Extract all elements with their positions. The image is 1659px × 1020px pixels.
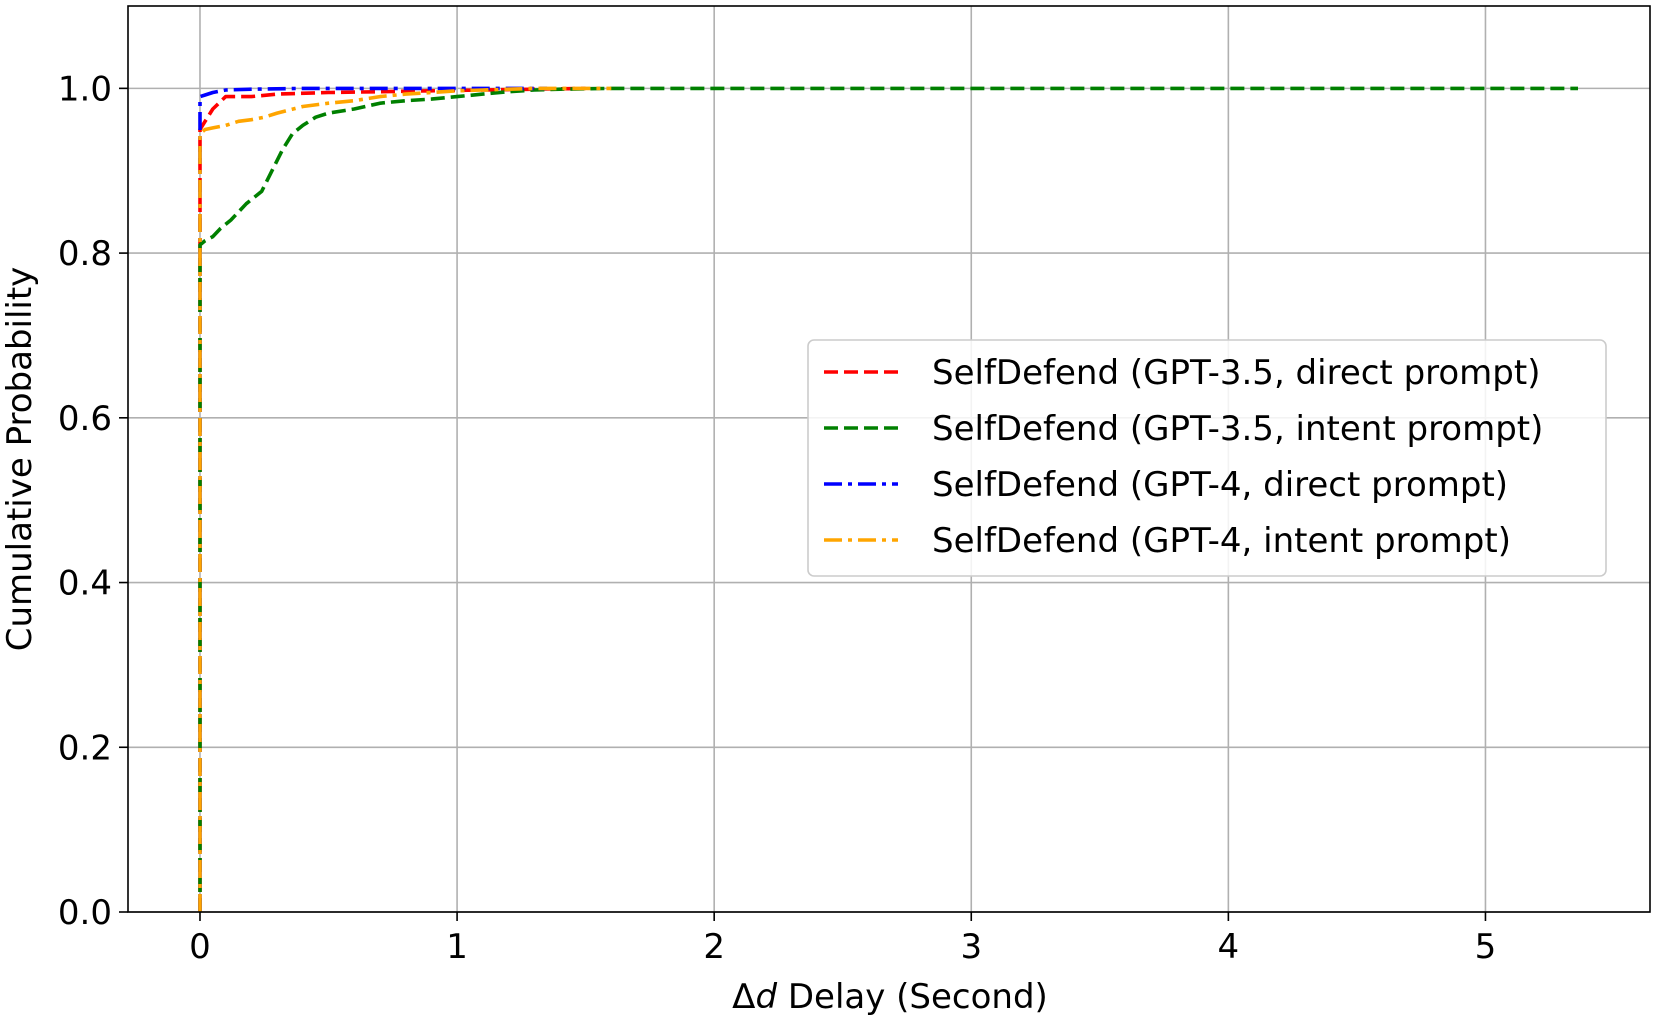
series-lines xyxy=(198,86,1578,912)
plot-frame xyxy=(127,5,1651,913)
x-axis-label-delta: Δ xyxy=(732,977,755,1017)
y-tick-label: 0.2 xyxy=(58,728,112,768)
x-tick-label: 1 xyxy=(446,927,468,967)
y-tick-label: 0.0 xyxy=(58,893,112,933)
x-tick-label: 4 xyxy=(1218,927,1240,967)
x-tick-label: 2 xyxy=(703,927,725,967)
y-tick-label: 0.8 xyxy=(58,234,112,274)
x-ticks: 0 1 2 3 4 5 xyxy=(189,912,1496,967)
y-tick-label: 0.6 xyxy=(58,399,112,439)
y-tick-label: 0.4 xyxy=(58,564,112,604)
y-tick-label: 1.0 xyxy=(58,69,112,109)
x-tick-label: 5 xyxy=(1475,927,1497,967)
x-tick-label: 3 xyxy=(960,927,982,967)
x-axis-label-var: d xyxy=(755,977,777,1017)
legend-box xyxy=(807,339,1607,577)
series-line-3 xyxy=(198,86,548,912)
series-line-2 xyxy=(198,86,1578,912)
legend: SelfDefend (GPT-3.5, direct prompt) SelfD… xyxy=(807,339,1607,577)
x-axis-label: Δd Delay (Second) xyxy=(732,977,1048,1017)
x-tick-label: 0 xyxy=(189,927,211,967)
series-line-1 xyxy=(198,86,586,912)
legend-label-4: SelfDefend (GPT-4, intent prompt) xyxy=(932,521,1511,561)
x-axis-label-suffix: Delay (Second) xyxy=(777,977,1048,1017)
legend-label-2: SelfDefend (GPT-3.5, intent prompt) xyxy=(932,409,1543,449)
y-ticks: 0.0 0.2 0.4 0.6 0.8 1.0 xyxy=(58,69,128,933)
legend-label-3: SelfDefend (GPT-4, direct prompt) xyxy=(932,465,1508,505)
series-line-4 xyxy=(198,86,612,912)
legend-label-1: SelfDefend (GPT-3.5, direct prompt) xyxy=(932,353,1540,393)
y-axis-label: Cumulative Probability xyxy=(0,267,40,652)
